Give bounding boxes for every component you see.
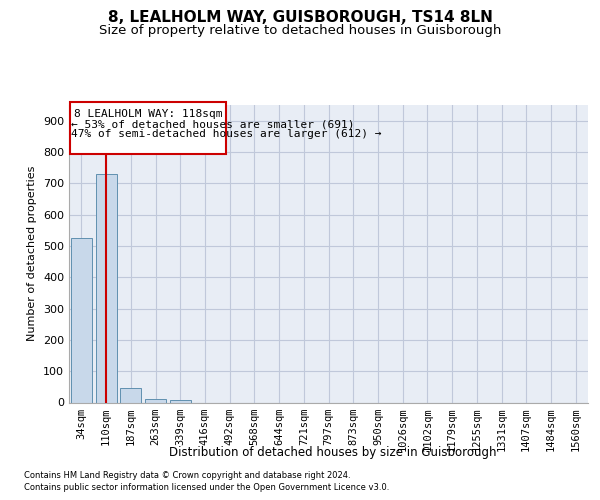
Text: 47% of semi-detached houses are larger (612) →: 47% of semi-detached houses are larger (… xyxy=(71,130,382,140)
Text: Contains public sector information licensed under the Open Government Licence v3: Contains public sector information licen… xyxy=(24,484,389,492)
Text: Contains HM Land Registry data © Crown copyright and database right 2024.: Contains HM Land Registry data © Crown c… xyxy=(24,471,350,480)
Text: 8, LEALHOLM WAY, GUISBOROUGH, TS14 8LN: 8, LEALHOLM WAY, GUISBOROUGH, TS14 8LN xyxy=(107,10,493,25)
Text: Size of property relative to detached houses in Guisborough: Size of property relative to detached ho… xyxy=(99,24,501,37)
Bar xyxy=(145,398,166,402)
Bar xyxy=(70,102,226,154)
Bar xyxy=(95,174,116,402)
Bar xyxy=(120,388,141,402)
Bar xyxy=(71,238,92,402)
Text: ← 53% of detached houses are smaller (691): ← 53% of detached houses are smaller (69… xyxy=(71,119,355,129)
Text: 8 LEALHOLM WAY: 118sqm: 8 LEALHOLM WAY: 118sqm xyxy=(74,109,223,119)
Bar xyxy=(170,400,191,402)
Text: Distribution of detached houses by size in Guisborough: Distribution of detached houses by size … xyxy=(169,446,497,459)
Y-axis label: Number of detached properties: Number of detached properties xyxy=(28,166,37,342)
